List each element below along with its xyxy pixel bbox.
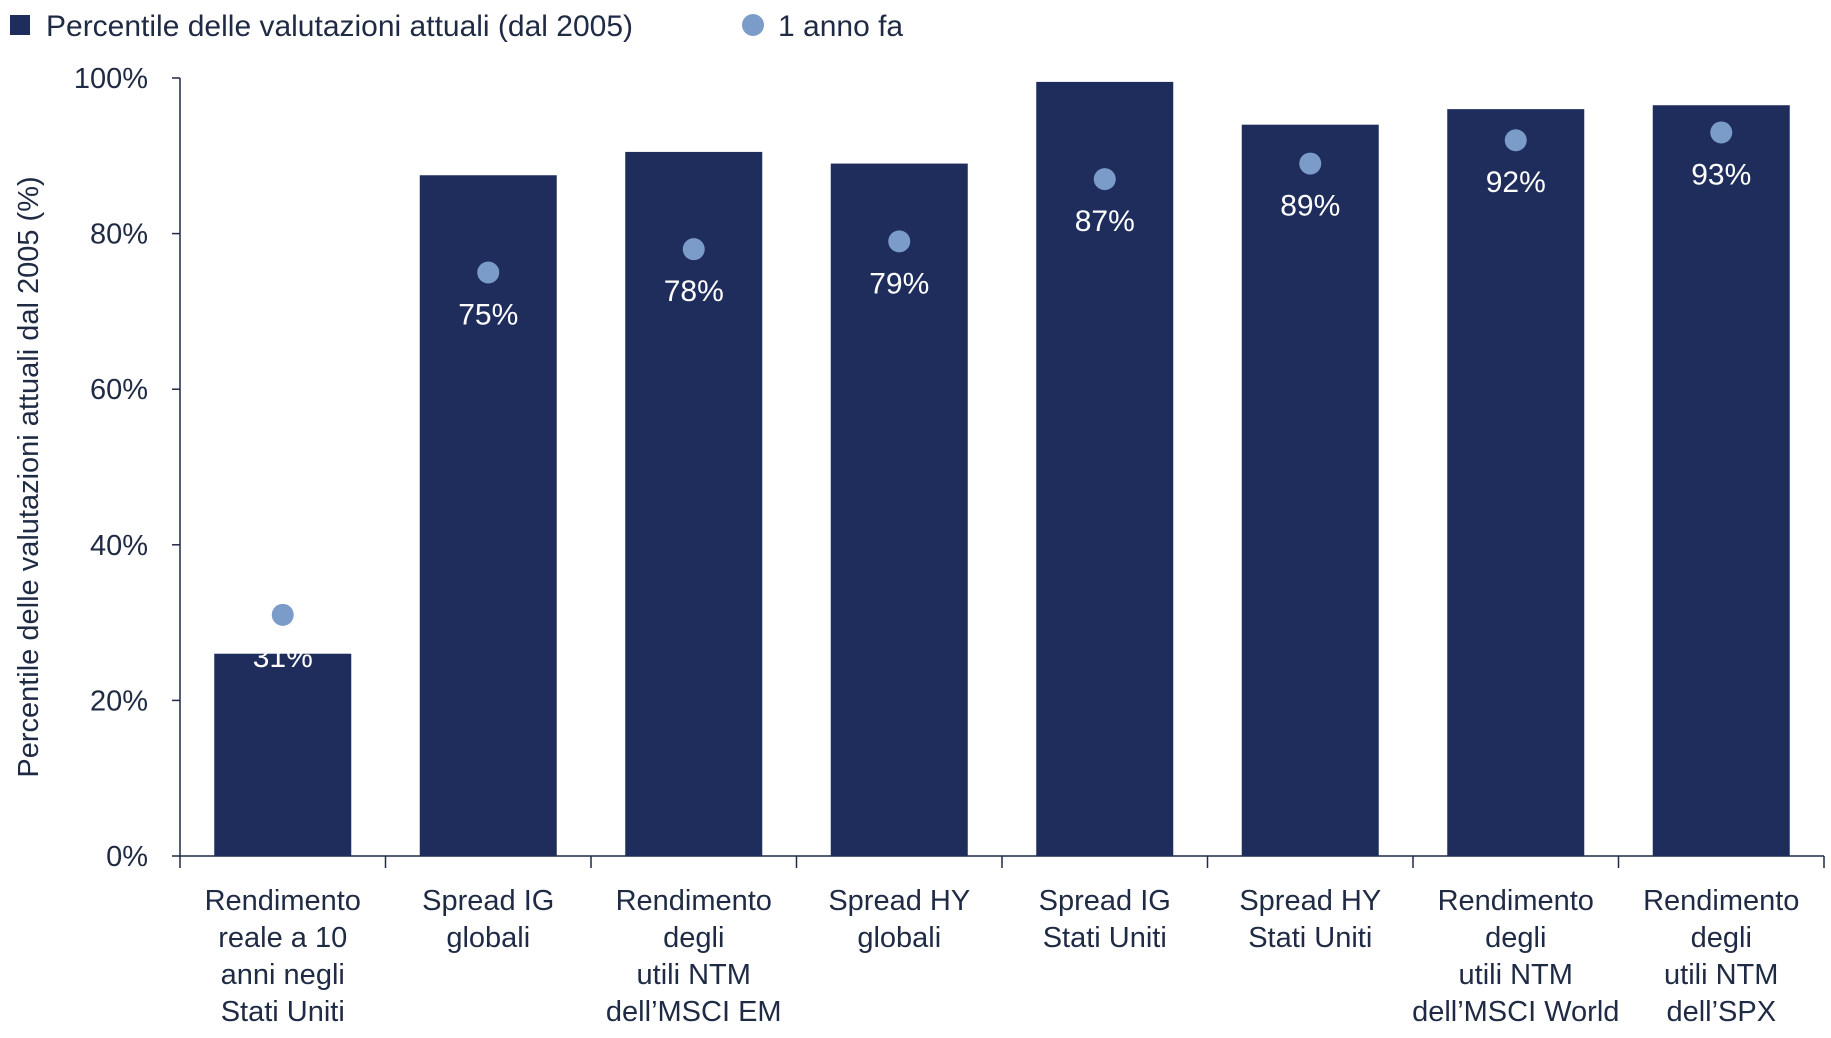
- bar: [419, 175, 557, 856]
- bar: [625, 151, 763, 856]
- bar: [1652, 105, 1790, 857]
- x-tick-label-line: Rendimento: [1643, 885, 1799, 917]
- bar: [214, 653, 352, 856]
- x-tick-label-line: reale a 10: [218, 922, 347, 954]
- legend-swatch-bar: [10, 15, 30, 35]
- y-tick-label: 60%: [90, 374, 148, 406]
- data-label: 92%: [1486, 166, 1546, 199]
- x-tick-label: Rendimento degli utili NTM dell’MSCI World: [1412, 885, 1619, 1028]
- x-tick-label-line: Stati Uniti: [1043, 922, 1167, 954]
- y-tick-label: 20%: [90, 685, 148, 717]
- x-tick-label: Rendimento degli utili NTM dell’SPX: [1643, 885, 1799, 1028]
- x-tick-label: Rendimento degli utili NTM dell’MSCI EM: [606, 885, 782, 1028]
- x-tick-label: Spread HY globali: [828, 885, 970, 954]
- data-label: 89%: [1280, 190, 1340, 223]
- bar: [1036, 81, 1174, 856]
- x-tick-label-line: Rendimento: [616, 885, 772, 917]
- marker-1-year-ago: [477, 261, 500, 284]
- marker-1-year-ago: [1710, 121, 1733, 144]
- x-tick-label-line: Spread IG: [1039, 885, 1171, 917]
- bar: [1241, 124, 1379, 857]
- x-tick-label-line: Stati Uniti: [221, 996, 345, 1028]
- x-tick-label-line: dell’MSCI World: [1412, 996, 1619, 1028]
- x-tick-label-line: degli: [1485, 922, 1546, 954]
- x-tick-label-line: Stati Uniti: [1248, 922, 1372, 954]
- bar: [830, 163, 968, 856]
- x-tick-label-line: Rendimento: [1438, 885, 1594, 917]
- data-label: 31%: [253, 641, 313, 674]
- x-tick-label-line: Rendimento: [205, 885, 361, 917]
- x-tick-label-line: Spread IG: [422, 885, 554, 917]
- x-tick-label-line: utili NTM: [1664, 959, 1778, 991]
- x-tick-label: Rendimento reale a 10 anni negli Stati Unit…: [205, 885, 361, 1028]
- legend-swatch-marker: [742, 14, 764, 36]
- bars: [214, 81, 1790, 857]
- x-tick-label-line: dell’SPX: [1666, 996, 1776, 1028]
- x-tick-label: Spread IG Stati Uniti: [1039, 885, 1171, 954]
- x-tick-label: Spread HY Stati Uniti: [1239, 885, 1381, 954]
- data-label: 78%: [664, 275, 724, 308]
- x-tick-label-line: globali: [857, 922, 941, 954]
- marker-1-year-ago: [1299, 152, 1322, 175]
- y-axis-title: Percentile delle valutazioni attuali dal…: [13, 176, 45, 777]
- data-label: 93%: [1691, 158, 1751, 191]
- marker-1-year-ago: [271, 603, 294, 626]
- x-tick-label-line: anni negli: [221, 959, 345, 991]
- y-tick-label: 40%: [90, 530, 148, 562]
- marker-1-year-ago: [1093, 168, 1116, 191]
- y-tick-label: 100%: [74, 63, 148, 95]
- x-tick-label-line: utili NTM: [1459, 959, 1573, 991]
- x-tick-label-line: dell’MSCI EM: [606, 996, 782, 1028]
- data-labels: 31% 75% 78% 79% 87% 89% 92% 93%: [253, 158, 1752, 673]
- x-tick-label-line: degli: [1691, 922, 1752, 954]
- x-tick-label-line: globali: [446, 922, 530, 954]
- data-label: 79%: [869, 267, 929, 300]
- x-tick-label-line: degli: [663, 922, 724, 954]
- legend-label-marker: 1 anno fa: [778, 10, 903, 43]
- x-tick-label-line: Spread HY: [1239, 885, 1381, 917]
- data-label: 87%: [1075, 205, 1135, 238]
- y-tick-label: 80%: [90, 219, 148, 251]
- legend: Percentile delle valutazioni attuali (da…: [10, 10, 903, 43]
- marker-1-year-ago: [1504, 129, 1527, 152]
- marker-1-year-ago: [682, 238, 705, 261]
- y-tick-label: 0%: [106, 841, 148, 873]
- x-tick-label: Spread IG globali: [422, 885, 554, 954]
- x-tick-labels: Rendimento reale a 10 anni negli Stati Unit…: [205, 885, 1800, 1028]
- x-tick-label-line: Spread HY: [828, 885, 970, 917]
- marker-1-year-ago: [888, 230, 911, 253]
- x-tick-label-line: utili NTM: [637, 959, 751, 991]
- legend-label-bar: Percentile delle valutazioni attuali (da…: [46, 10, 633, 43]
- data-label: 75%: [458, 299, 518, 332]
- bar: [1447, 109, 1585, 857]
- markers: [271, 121, 1733, 626]
